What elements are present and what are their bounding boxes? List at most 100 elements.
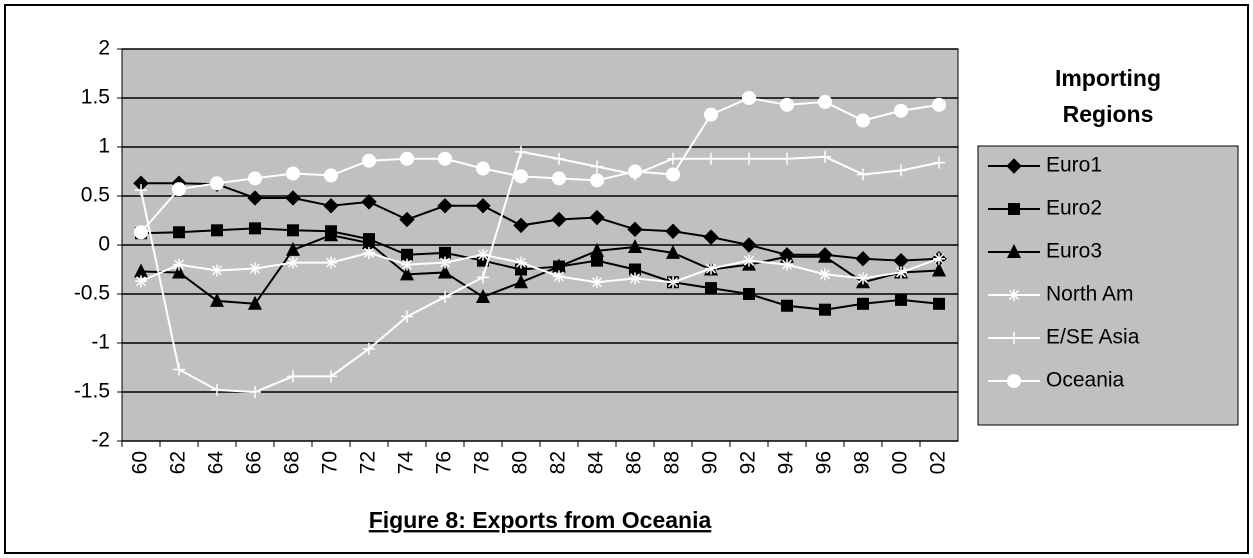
- marker: [704, 107, 718, 122]
- marker: [325, 256, 337, 269]
- marker: [399, 211, 415, 228]
- marker: [590, 242, 604, 257]
- legend-label: E/SE Asia: [1046, 326, 1140, 349]
- marker: [401, 248, 413, 261]
- marker: [628, 164, 642, 179]
- marker: [400, 266, 414, 281]
- x-tick-label: 72: [357, 451, 380, 474]
- marker: [362, 153, 376, 168]
- marker: [362, 235, 376, 250]
- marker: [818, 248, 832, 263]
- x-tick-label: 90: [699, 451, 722, 474]
- marker: [819, 303, 831, 316]
- marker: [743, 254, 755, 267]
- marker: [1007, 244, 1021, 258]
- marker: [400, 151, 414, 166]
- marker: [627, 221, 643, 238]
- marker: [819, 268, 831, 281]
- marker: [439, 246, 451, 259]
- y-tick-label: -1.5: [74, 380, 110, 403]
- marker: [476, 288, 490, 303]
- marker: [819, 150, 831, 163]
- y-tick-label: 2: [98, 37, 110, 60]
- marker: [932, 97, 946, 112]
- marker: [1007, 374, 1021, 388]
- marker: [211, 224, 223, 237]
- series-line: [140, 150, 940, 394]
- marker: [438, 151, 452, 166]
- marker: [172, 182, 186, 197]
- marker: [857, 272, 869, 285]
- x-tick-label: 96: [813, 451, 836, 474]
- marker: [933, 297, 945, 310]
- marker: [933, 156, 945, 169]
- marker: [552, 258, 566, 273]
- y-tick-label: -1: [91, 331, 110, 354]
- marker: [933, 252, 945, 265]
- marker: [857, 168, 869, 181]
- marker: [286, 166, 300, 181]
- marker: [780, 248, 794, 263]
- marker: [513, 217, 529, 234]
- marker: [781, 258, 793, 271]
- marker: [173, 363, 185, 376]
- x-tick-label: 02: [927, 451, 950, 474]
- marker: [666, 167, 680, 182]
- marker: [134, 225, 148, 240]
- x-tick-label: 98: [851, 451, 874, 474]
- y-tick-label: -0.5: [74, 282, 110, 305]
- marker: [324, 227, 338, 242]
- y-tick-label: 1.5: [81, 86, 110, 109]
- marker: [324, 168, 338, 183]
- marker: [1006, 158, 1022, 174]
- series-line: [140, 227, 940, 311]
- series-line: [140, 96, 940, 233]
- marker: [1008, 289, 1020, 301]
- marker: [1008, 203, 1020, 215]
- marker: [553, 152, 565, 165]
- marker: [363, 246, 375, 259]
- marker: [666, 244, 680, 259]
- marker: [401, 310, 413, 323]
- marker: [553, 270, 565, 283]
- marker: [551, 211, 567, 228]
- marker: [705, 262, 717, 275]
- marker: [135, 275, 147, 288]
- marker: [248, 295, 262, 310]
- x-tick-label: 92: [737, 451, 760, 474]
- marker: [210, 292, 224, 307]
- marker: [667, 152, 679, 165]
- marker: [856, 113, 870, 128]
- x-tick-label: 66: [243, 451, 266, 474]
- marker: [932, 262, 946, 277]
- marker: [477, 271, 489, 284]
- marker: [287, 370, 299, 383]
- legend-label: Oceania: [1046, 369, 1125, 392]
- marker: [210, 176, 224, 191]
- marker: [247, 190, 263, 206]
- legend: [977, 145, 1239, 426]
- marker: [781, 299, 793, 312]
- marker: [590, 173, 604, 188]
- marker: [894, 103, 908, 118]
- x-tick-label: 82: [547, 451, 570, 474]
- y-tick-label: 0.5: [81, 184, 110, 207]
- x-tick-label: 84: [585, 451, 608, 475]
- marker: [629, 272, 641, 285]
- marker: [629, 263, 641, 276]
- marker: [780, 97, 794, 112]
- marker: [401, 258, 413, 271]
- marker: [173, 226, 185, 239]
- chart-title: Figure 8: Exports from Oceania: [369, 507, 712, 533]
- marker: [818, 94, 832, 109]
- x-tick-label: 86: [623, 451, 646, 474]
- marker: [135, 184, 147, 197]
- marker: [477, 248, 489, 261]
- y-tick-label: -2: [91, 429, 110, 452]
- x-tick-label: 62: [167, 451, 190, 474]
- x-tick-label: 68: [281, 451, 304, 474]
- x-tick-label: 64: [205, 451, 228, 475]
- marker: [248, 171, 262, 186]
- marker: [323, 198, 339, 214]
